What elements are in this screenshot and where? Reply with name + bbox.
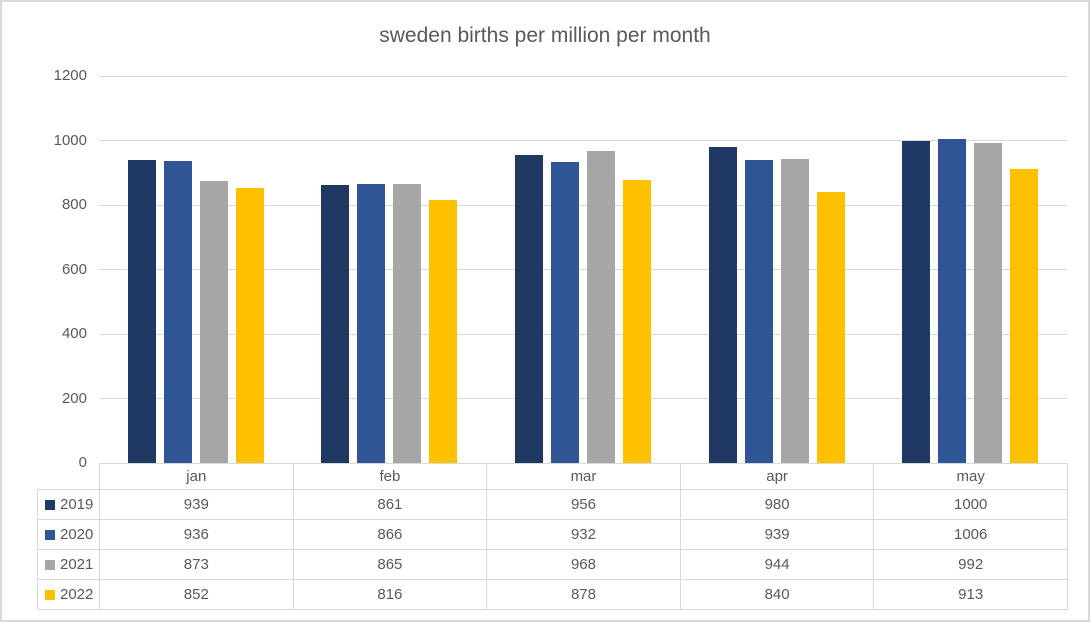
bar-2019-feb xyxy=(321,185,350,463)
value-cell-2020-may: 1006 xyxy=(873,519,1068,550)
table-header-row: jan feb mar apr may xyxy=(38,463,1068,490)
legend-swatch-icon xyxy=(45,559,55,570)
bar-2020-jan xyxy=(163,161,192,463)
value-cell-2021-apr: 944 xyxy=(679,549,875,580)
bar-2022-feb xyxy=(429,199,458,463)
legend-series-label: 2019 xyxy=(60,496,94,513)
legend-key: 2021 xyxy=(38,556,99,573)
gridline xyxy=(99,269,1067,270)
legend-series-label: 2021 xyxy=(60,556,94,573)
table-row-2019: 2019 939 861 956 980 1000 xyxy=(37,489,1068,520)
value-cell-2022-mar: 878 xyxy=(486,579,681,610)
legend-cell-2020: 2020 xyxy=(37,519,100,550)
value-cell-2019-may: 1000 xyxy=(873,489,1068,520)
value-cell-2021-may: 992 xyxy=(873,549,1068,580)
legend-key: 2019 xyxy=(38,496,99,513)
table-row-2022: 2022 852 816 878 840 913 xyxy=(37,579,1068,610)
bar-2019-may xyxy=(902,140,931,463)
bar-2020-feb xyxy=(357,183,386,463)
value-cell-2021-jan: 873 xyxy=(99,549,294,580)
y-axis-tick-label: 800 xyxy=(61,196,87,213)
value-cell-2020-apr: 939 xyxy=(679,519,875,550)
value-cell-2022-jan: 852 xyxy=(99,579,294,610)
table-header-month-jan: jan xyxy=(99,463,294,490)
bar-2019-mar xyxy=(514,154,543,463)
bar-2021-feb xyxy=(393,184,422,463)
bar-group-apr xyxy=(680,76,874,463)
bar-2020-apr xyxy=(744,160,773,463)
bar-2022-jan xyxy=(235,188,264,463)
y-axis-tick-label: 1200 xyxy=(53,67,87,84)
y-axis: 0 200 400 600 800 1000 1200 xyxy=(2,2,87,620)
gridline xyxy=(99,75,1067,77)
table-row-2021: 2021 873 865 968 944 992 xyxy=(37,549,1068,580)
bar-group-mar xyxy=(486,76,680,463)
legend-key: 2022 xyxy=(38,586,99,603)
legend-swatch-icon xyxy=(45,499,55,510)
value-cell-2019-mar: 956 xyxy=(486,489,681,520)
bar-group-jan xyxy=(99,76,293,463)
table-row-2020: 2020 936 866 932 939 1006 xyxy=(37,519,1068,550)
legend-series-label: 2022 xyxy=(60,586,94,603)
chart-title: sweden births per million per month xyxy=(379,24,711,47)
bar-2020-mar xyxy=(550,162,579,463)
table-header-month-may: may xyxy=(873,463,1068,490)
legend-series-label: 2020 xyxy=(60,526,94,543)
data-table: jan feb mar apr may 2019 939 861 956 980 1000 2020 9… xyxy=(37,463,1068,610)
gridline xyxy=(99,398,1067,399)
legend-key: 2020 xyxy=(38,526,99,543)
table-header-month-mar: mar xyxy=(486,463,681,490)
bar-2021-apr xyxy=(780,158,809,463)
legend-swatch-icon xyxy=(45,589,55,600)
bar-group-may xyxy=(873,76,1067,463)
legend-cell-2021: 2021 xyxy=(37,549,100,580)
value-cell-2022-feb: 816 xyxy=(292,579,488,610)
bar-2020-may xyxy=(938,138,967,463)
y-axis-tick-label: 1000 xyxy=(53,131,87,149)
gridline xyxy=(99,204,1067,206)
bar-2019-apr xyxy=(708,146,737,463)
value-cell-2019-jan: 939 xyxy=(99,489,294,520)
bars-area xyxy=(99,76,1067,463)
bar-2022-may xyxy=(1010,168,1039,463)
y-axis-tick-label: 200 xyxy=(61,389,87,407)
table-corner-cell xyxy=(38,464,100,490)
bar-group-feb xyxy=(293,76,487,463)
gridline xyxy=(99,333,1067,335)
bar-2021-jan xyxy=(199,181,228,463)
value-cell-2019-apr: 980 xyxy=(679,489,875,520)
legend-swatch-icon xyxy=(45,529,55,540)
bar-2022-mar xyxy=(622,179,651,463)
value-cell-2022-apr: 840 xyxy=(679,579,875,610)
legend-cell-2019: 2019 xyxy=(37,489,100,520)
bar-2021-may xyxy=(974,143,1003,463)
value-cell-2020-feb: 866 xyxy=(292,519,488,550)
value-cell-2019-feb: 861 xyxy=(292,489,488,520)
value-cell-2022-may: 913 xyxy=(873,579,1068,610)
table-header-month-apr: apr xyxy=(679,463,875,490)
bar-2019-jan xyxy=(127,160,156,463)
bar-2022-apr xyxy=(816,192,845,463)
value-cell-2021-feb: 865 xyxy=(292,549,488,580)
bar-2021-mar xyxy=(586,150,615,463)
gridline xyxy=(99,140,1067,141)
value-cell-2020-mar: 932 xyxy=(486,519,681,550)
value-cell-2021-mar: 968 xyxy=(486,549,681,580)
y-axis-tick-label: 400 xyxy=(61,325,87,342)
legend-cell-2022: 2022 xyxy=(37,579,100,610)
y-axis-tick-label: 0 xyxy=(78,454,87,471)
value-cell-2020-jan: 936 xyxy=(99,519,294,550)
table-header-month-feb: feb xyxy=(292,463,488,490)
y-axis-tick-label: 600 xyxy=(61,260,87,278)
plot-area xyxy=(99,75,1067,464)
